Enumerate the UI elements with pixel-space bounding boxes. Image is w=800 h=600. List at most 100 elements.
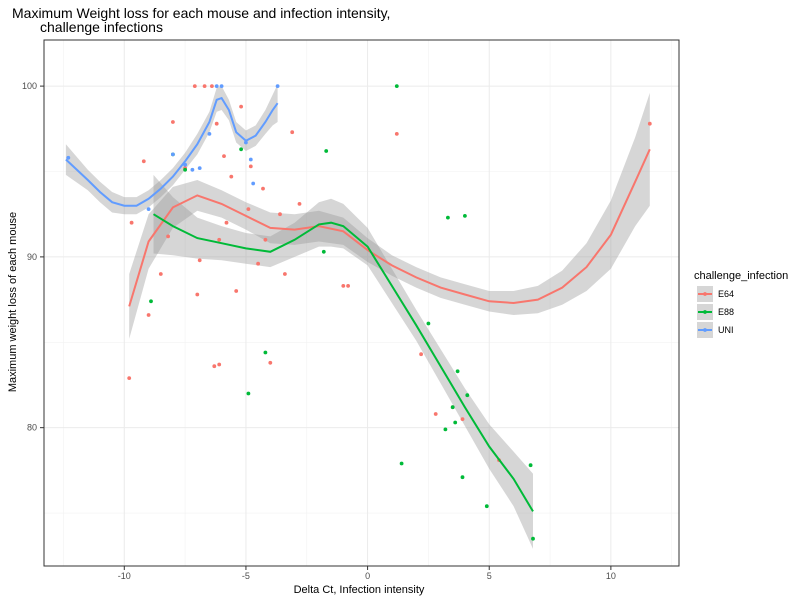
data-point-e64 xyxy=(141,159,146,164)
data-point-e88 xyxy=(263,350,268,355)
data-point-e88 xyxy=(453,420,458,425)
y-tick-label: 80 xyxy=(27,423,37,433)
data-point-e64 xyxy=(239,104,244,109)
plot-panel: -10 -5 0 5 10 80 90 100 xyxy=(22,39,680,581)
data-point-e64 xyxy=(278,212,282,217)
data-point-e88 xyxy=(528,463,533,468)
x-tick-label: 0 xyxy=(365,571,370,581)
legend-label: E88 xyxy=(718,307,734,317)
data-point-uni xyxy=(214,84,219,88)
data-point-uni xyxy=(66,155,71,160)
data-point-e64 xyxy=(158,272,163,276)
data-point-e64 xyxy=(202,84,207,88)
legend-key-point xyxy=(703,310,707,314)
chart-title-line-2: challenge infections xyxy=(40,19,163,35)
data-point-e64 xyxy=(248,164,253,169)
data-point-e88 xyxy=(531,536,535,541)
data-point-e88 xyxy=(394,84,399,88)
legend: challenge_infection E64 E88 UNI xyxy=(694,270,788,338)
legend-item-e64: E64 xyxy=(697,286,734,302)
data-point-e64 xyxy=(210,84,214,88)
data-point-e64 xyxy=(419,352,423,357)
y-axis-label: Maximum weight loss of each mouse xyxy=(7,212,19,392)
data-point-uni xyxy=(171,152,175,157)
data-point-e64 xyxy=(224,220,229,225)
data-point-e64 xyxy=(166,234,171,239)
data-point-e64 xyxy=(127,376,132,380)
data-point-e88 xyxy=(324,149,329,153)
x-tick-label: 5 xyxy=(487,571,492,581)
data-point-e88 xyxy=(460,475,465,480)
smooth-line-e88 xyxy=(152,213,534,512)
data-point-uni xyxy=(251,181,256,186)
data-point-e64 xyxy=(256,261,260,266)
data-point-e88 xyxy=(239,147,244,152)
data-point-e64 xyxy=(229,174,234,179)
data-point-e88 xyxy=(446,215,450,220)
data-point-e64 xyxy=(647,121,652,126)
data-point-e88 xyxy=(443,427,448,432)
data-point-uni xyxy=(146,207,151,212)
data-point-e64 xyxy=(433,412,438,416)
data-point-e88 xyxy=(321,249,326,254)
legend-key-point xyxy=(703,292,707,296)
data-point-e64 xyxy=(217,237,222,242)
data-point-e64 xyxy=(268,360,273,365)
legend-key-point xyxy=(703,328,707,332)
data-point-e88 xyxy=(399,461,404,466)
data-point-e64 xyxy=(234,289,239,293)
x-tick-label: -10 xyxy=(118,571,131,581)
data-point-e64 xyxy=(263,237,268,242)
data-point-uni xyxy=(190,167,195,172)
data-point-e64 xyxy=(283,272,287,276)
data-point-e64 xyxy=(171,120,175,124)
data-point-e64 xyxy=(394,132,399,136)
data-point-e88 xyxy=(455,369,460,374)
data-point-e64 xyxy=(195,292,200,297)
data-point-e64 xyxy=(212,364,217,369)
data-point-e64 xyxy=(146,313,151,317)
data-point-uni xyxy=(244,140,248,145)
legend-label: E64 xyxy=(718,289,734,299)
data-point-e64 xyxy=(460,417,465,421)
data-point-e64 xyxy=(192,84,197,88)
data-point-e64 xyxy=(222,154,226,159)
data-point-e88 xyxy=(183,167,188,172)
data-point-e88 xyxy=(450,405,455,410)
data-point-e64 xyxy=(129,220,134,225)
data-point-e64 xyxy=(261,186,265,191)
smooth-line-uni xyxy=(65,96,279,207)
panel-border xyxy=(43,39,680,567)
data-point-e64 xyxy=(297,202,302,206)
data-point-e88 xyxy=(465,393,470,398)
data-point-e88 xyxy=(426,321,431,326)
panel-background xyxy=(44,40,679,566)
y-tick-label: 100 xyxy=(22,81,37,91)
x-tick-label: 10 xyxy=(606,571,616,581)
data-point-uni xyxy=(207,132,212,136)
legend-title: challenge_infection xyxy=(694,270,788,282)
data-point-e64 xyxy=(246,207,251,212)
y-tick-label: 90 xyxy=(27,252,37,262)
smooth-line-e64 xyxy=(128,148,651,307)
confidence-ribbon-e64 xyxy=(129,92,650,339)
chart-title-line-1: Maximum Weight loss for each mouse and i… xyxy=(12,5,390,21)
data-point-e88 xyxy=(463,214,467,218)
data-point-e64 xyxy=(346,284,350,288)
legend-item-e88: E88 xyxy=(697,304,734,320)
data-point-e88 xyxy=(484,504,489,509)
legend-label: UNI xyxy=(718,325,734,335)
data-point-e64 xyxy=(341,284,346,288)
legend-item-uni: UNI xyxy=(697,322,734,338)
data-point-uni xyxy=(275,84,280,88)
data-point-uni xyxy=(248,157,253,162)
data-point-e64 xyxy=(214,121,219,126)
data-point-uni xyxy=(197,166,202,171)
x-tick-label: -5 xyxy=(242,571,250,581)
data-point-e64 xyxy=(197,258,202,263)
data-point-e64 xyxy=(217,362,222,367)
data-point-e88 xyxy=(149,299,153,304)
data-point-uni xyxy=(219,84,224,88)
x-axis-label: Delta Ct, Infection intensity xyxy=(294,584,425,596)
